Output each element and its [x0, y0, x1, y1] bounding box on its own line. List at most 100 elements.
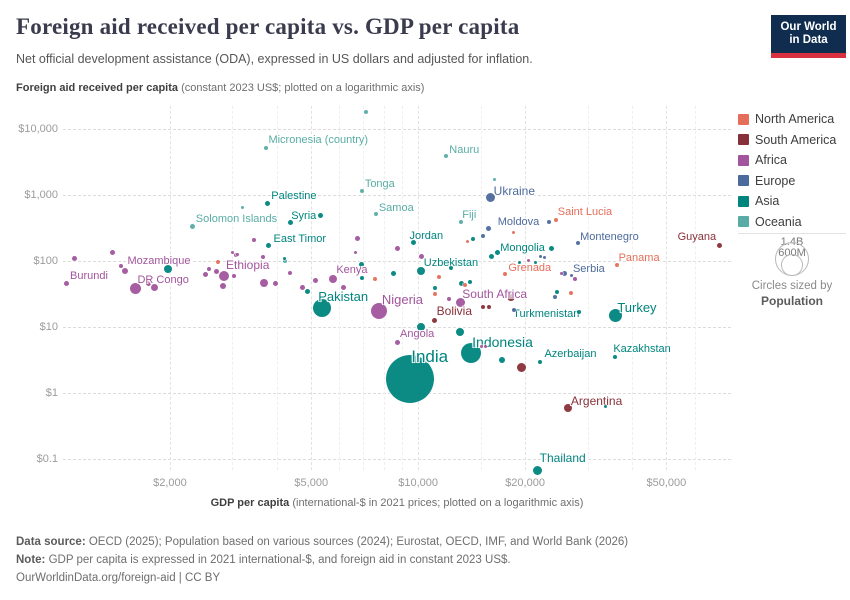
- data-point[interactable]: [235, 253, 239, 257]
- data-point[interactable]: [231, 273, 236, 278]
- data-point[interactable]: [353, 251, 357, 255]
- data-point-thailand[interactable]: [533, 465, 543, 475]
- data-point[interactable]: [419, 254, 425, 260]
- data-point[interactable]: [240, 206, 244, 210]
- data-point[interactable]: [145, 281, 151, 287]
- data-point[interactable]: [230, 251, 234, 255]
- legend-item-europe[interactable]: Europe: [738, 171, 836, 192]
- data-point[interactable]: [206, 266, 211, 271]
- data-point-tonga[interactable]: [359, 188, 364, 193]
- data-point[interactable]: [359, 262, 365, 268]
- data-point-bolivia[interactable]: [432, 317, 438, 323]
- data-point[interactable]: [463, 282, 468, 287]
- data-point[interactable]: [118, 263, 123, 268]
- data-point-panama[interactable]: [614, 262, 619, 267]
- data-point[interactable]: [305, 289, 311, 295]
- data-point[interactable]: [458, 281, 464, 287]
- data-point-jordan[interactable]: [410, 240, 416, 246]
- owid-logo[interactable]: Our World in Data: [771, 15, 846, 58]
- data-point[interactable]: [555, 289, 559, 294]
- data-point[interactable]: [282, 257, 286, 261]
- data-point[interactable]: [272, 281, 278, 287]
- data-point-grenada[interactable]: [503, 271, 508, 276]
- data-point[interactable]: [498, 357, 505, 364]
- data-point-turkmenistan[interactable]: [577, 310, 582, 315]
- data-point[interactable]: [71, 256, 77, 262]
- data-point[interactable]: [359, 275, 364, 280]
- data-point[interactable]: [471, 236, 476, 241]
- legend-item-africa[interactable]: Africa: [738, 150, 836, 171]
- data-point[interactable]: [489, 254, 495, 260]
- data-point[interactable]: [573, 276, 578, 281]
- data-point[interactable]: [299, 284, 305, 290]
- data-point[interactable]: [216, 259, 221, 264]
- data-point[interactable]: [468, 279, 473, 284]
- data-point[interactable]: [363, 109, 368, 114]
- data-point[interactable]: [436, 274, 441, 279]
- data-point-montenegro[interactable]: [576, 240, 581, 245]
- data-point-india[interactable]: [386, 355, 435, 404]
- data-point[interactable]: [527, 259, 531, 263]
- data-point[interactable]: [288, 270, 293, 275]
- data-point-micronesia-country-[interactable]: [264, 145, 269, 150]
- data-point[interactable]: [538, 255, 542, 259]
- data-point-serbia[interactable]: [562, 271, 568, 277]
- legend-item-north-america[interactable]: North America: [738, 109, 836, 130]
- data-point-palestine[interactable]: [264, 201, 270, 207]
- data-point[interactable]: [432, 285, 437, 290]
- data-point-mozambique[interactable]: [121, 267, 128, 274]
- data-point[interactable]: [283, 258, 288, 263]
- data-point[interactable]: [512, 231, 516, 235]
- data-point[interactable]: [251, 237, 256, 242]
- data-point[interactable]: [546, 219, 551, 224]
- data-point[interactable]: [163, 264, 172, 273]
- data-point[interactable]: [432, 292, 437, 297]
- data-point[interactable]: [494, 250, 500, 256]
- data-point[interactable]: [479, 345, 483, 349]
- legend-item-south-america[interactable]: South America: [738, 130, 836, 151]
- data-point[interactable]: [543, 256, 547, 260]
- data-point[interactable]: [259, 279, 268, 288]
- data-point[interactable]: [486, 304, 491, 309]
- data-point-samoa[interactable]: [373, 211, 378, 216]
- data-point-kazakhstan[interactable]: [613, 354, 618, 359]
- data-point[interactable]: [340, 284, 346, 290]
- data-point-kenya[interactable]: [329, 274, 338, 283]
- data-point-dr-congo[interactable]: [129, 283, 141, 294]
- data-point[interactable]: [511, 307, 516, 312]
- data-point[interactable]: [465, 240, 469, 244]
- data-point-ukraine[interactable]: [486, 193, 496, 203]
- legend-item-asia[interactable]: Asia: [738, 191, 836, 212]
- data-point-azerbaijan[interactable]: [538, 360, 543, 365]
- data-point[interactable]: [447, 297, 452, 302]
- data-point-guyana[interactable]: [717, 243, 723, 249]
- data-point[interactable]: [203, 272, 209, 278]
- data-point-indonesia[interactable]: [461, 343, 482, 364]
- data-point[interactable]: [287, 220, 293, 226]
- legend-item-oceania[interactable]: Oceania: [738, 212, 836, 233]
- data-point[interactable]: [312, 277, 318, 283]
- data-point-mongolia[interactable]: [548, 246, 554, 252]
- data-point-angola[interactable]: [394, 339, 400, 345]
- data-point[interactable]: [534, 261, 538, 265]
- data-point[interactable]: [518, 261, 522, 265]
- data-point[interactable]: [569, 290, 574, 295]
- data-point-south-africa[interactable]: [455, 298, 465, 308]
- data-point-fiji[interactable]: [459, 219, 464, 224]
- data-point-solomon-islands[interactable]: [190, 223, 196, 229]
- data-point-saint-lucia[interactable]: [553, 217, 558, 222]
- data-point[interactable]: [110, 250, 116, 256]
- data-point[interactable]: [560, 272, 564, 276]
- data-point[interactable]: [394, 246, 400, 252]
- data-point-argentina[interactable]: [563, 403, 572, 412]
- footer-owid-link[interactable]: OurWorldinData.org/foreign-aid: [16, 572, 176, 584]
- data-point[interactable]: [506, 293, 515, 302]
- data-point[interactable]: [603, 404, 607, 408]
- data-point-pakistan[interactable]: [313, 298, 332, 317]
- data-point[interactable]: [569, 274, 573, 278]
- data-point[interactable]: [355, 236, 361, 242]
- data-point-uzbekistan[interactable]: [416, 266, 425, 275]
- data-point[interactable]: [220, 282, 227, 289]
- data-point[interactable]: [449, 265, 454, 270]
- data-point-east-timor[interactable]: [266, 243, 271, 249]
